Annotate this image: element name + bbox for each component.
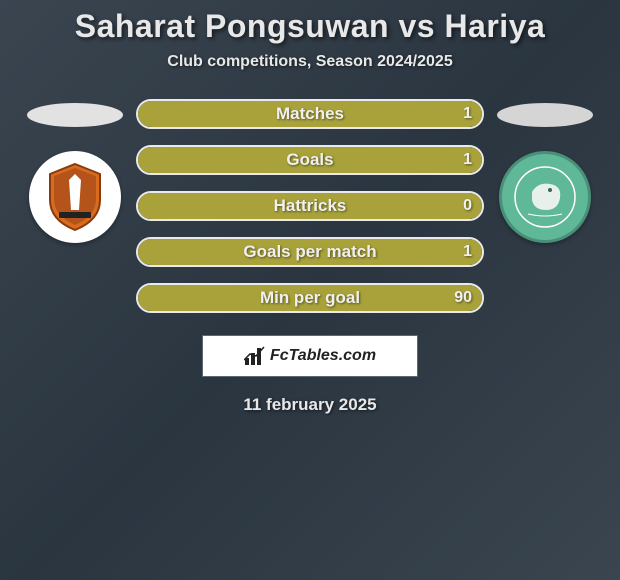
stat-label: Hattricks [138,196,482,216]
right-player-oval [497,103,593,127]
stat-right-value: 1 [463,243,472,261]
shield-icon [45,162,105,232]
stat-row-hattricks: Hattricks 0 [136,191,484,221]
page-title: Saharat Pongsuwan vs Hariya [0,8,620,45]
stat-label: Matches [138,104,482,124]
comparison-card: Saharat Pongsuwan vs Hariya Club competi… [0,0,620,415]
bar-chart-icon [244,346,266,366]
stat-row-goals-per-match: Goals per match 1 [136,237,484,267]
stat-right-value: 1 [463,105,472,123]
right-player-column [490,99,600,243]
left-player-oval [27,103,123,127]
left-player-column [20,99,130,243]
page-subtitle: Club competitions, Season 2024/2025 [0,53,620,71]
right-team-crest [499,151,591,243]
stat-bars: Matches 1 Goals 1 Hattricks 0 [130,99,490,313]
left-team-crest [29,151,121,243]
stat-label: Min per goal [138,288,482,308]
source-logo[interactable]: FcTables.com [202,335,418,377]
stat-right-value: 1 [463,151,472,169]
stat-row-goals: Goals 1 [136,145,484,175]
stat-label: Goals per match [138,242,482,262]
stat-right-value: 0 [463,197,472,215]
stat-right-value: 90 [454,289,472,307]
bird-crest-icon [510,162,580,232]
date-text: 11 february 2025 [0,395,620,415]
stat-row-matches: Matches 1 [136,99,484,129]
content-row: Matches 1 Goals 1 Hattricks 0 [0,99,620,313]
stat-label: Goals [138,150,482,170]
logo-text: FcTables.com [270,347,376,365]
stat-row-min-per-goal: Min per goal 90 [136,283,484,313]
